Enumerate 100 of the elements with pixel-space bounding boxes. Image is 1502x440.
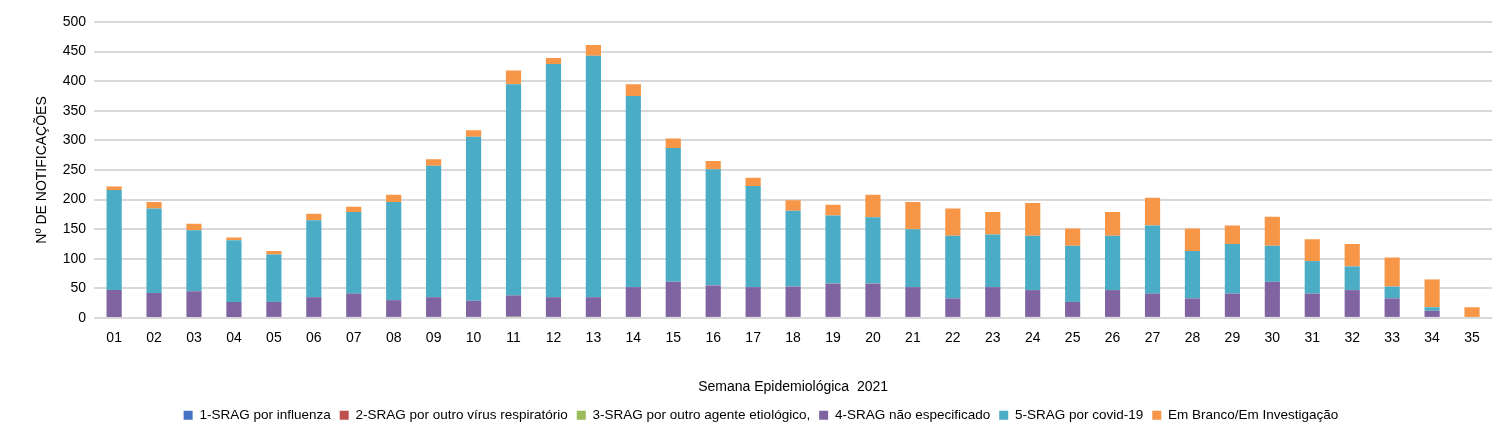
bar (705, 285, 721, 317)
bar (905, 287, 921, 317)
bar (186, 223, 202, 231)
bar (1424, 279, 1440, 308)
bar (386, 300, 402, 317)
bar (106, 190, 122, 291)
bar (465, 130, 482, 137)
x-tick-label: 19 (825, 329, 842, 346)
bar (905, 201, 921, 230)
bar (825, 283, 841, 317)
x-tick-label: 35 (1464, 329, 1481, 346)
x-tick-label: 31 (1304, 329, 1321, 346)
x-tick-label: 06 (306, 329, 322, 346)
x-tick-label: 22 (945, 329, 961, 346)
x-tick-label: 11 (506, 329, 521, 346)
bar (505, 70, 522, 85)
bar (186, 291, 202, 317)
bar (106, 290, 122, 317)
x-tick-label: 18 (785, 329, 802, 346)
bar (1224, 243, 1240, 294)
x-tick-label: 16 (705, 329, 722, 346)
legend-label: 1-SRAG por influenza (199, 406, 332, 422)
x-tick-label: 28 (1184, 329, 1201, 346)
bar (1264, 281, 1280, 317)
bar (1344, 243, 1360, 267)
x-tick-label: 25 (1064, 329, 1081, 346)
bar (1384, 298, 1400, 317)
bar (1464, 307, 1480, 317)
bar (1224, 225, 1240, 244)
bar (1025, 203, 1041, 236)
x-tick-label: 08 (385, 329, 402, 346)
x-tick-label: 34 (1424, 329, 1441, 346)
bar (1224, 293, 1240, 317)
bar (306, 220, 322, 298)
bar (1344, 290, 1360, 317)
bar (825, 215, 841, 284)
bar (146, 293, 162, 317)
bar (945, 208, 961, 236)
bar (146, 208, 162, 294)
bar (785, 200, 801, 211)
y-tick-label: 300 (62, 131, 87, 148)
bar (665, 148, 681, 282)
x-tick-label: 01 (106, 329, 123, 346)
bar (545, 64, 562, 298)
legend-label: 5-SRAG por covid-19 (1014, 406, 1144, 422)
y-tick-label: 500 (62, 12, 87, 29)
bar (1304, 261, 1320, 294)
bar (985, 211, 1001, 235)
bar (1105, 290, 1121, 317)
y-tick-label: 350 (62, 101, 87, 118)
bar (1105, 235, 1121, 291)
bar (745, 177, 761, 186)
bar (705, 161, 721, 170)
x-tick-label: 10 (465, 329, 482, 346)
bar (1105, 211, 1121, 236)
bar (1424, 310, 1440, 317)
bar (665, 138, 681, 149)
y-tick-label: 150 (62, 219, 87, 236)
bar (226, 301, 242, 317)
x-tick-label: 15 (665, 329, 682, 346)
x-tick-label: 04 (226, 329, 242, 346)
x-tick-label: 12 (545, 329, 562, 346)
bar (585, 55, 601, 298)
bar (1184, 251, 1201, 299)
bar (426, 165, 442, 298)
bar (186, 230, 202, 292)
x-tick-label: 21 (905, 329, 921, 346)
bar (1144, 225, 1161, 294)
bar (865, 217, 881, 284)
y-tick-label: 50 (70, 279, 87, 296)
bar (1065, 245, 1081, 302)
bar (625, 95, 641, 288)
bar (945, 235, 961, 299)
bar (985, 287, 1001, 317)
bar (1264, 245, 1280, 282)
x-tick-label: 07 (345, 329, 362, 346)
bar (386, 194, 402, 202)
bar (266, 251, 282, 255)
bar (226, 240, 242, 302)
x-tick-label: 29 (1224, 329, 1241, 346)
bar (1025, 235, 1041, 291)
x-tick-label: 24 (1024, 329, 1041, 346)
bar (426, 297, 442, 317)
bar (1184, 298, 1201, 317)
bar (1424, 307, 1440, 311)
bar (426, 159, 442, 166)
bar (585, 45, 601, 56)
bar (985, 234, 1001, 288)
bar (505, 295, 522, 317)
x-tick-label: 17 (745, 329, 762, 346)
x-tick-label: 20 (865, 329, 881, 346)
bar (905, 229, 921, 288)
bar (1384, 257, 1400, 287)
legend-label: 4-SRAG não especificado (834, 406, 991, 422)
x-tick-label: 05 (266, 329, 282, 346)
x-axis-title: Semana Epidemiológica 2021 (698, 377, 889, 394)
bar (745, 287, 761, 317)
bar (1384, 286, 1400, 299)
legend-label: 3-SRAG por outro agente etiológico, (592, 406, 811, 422)
y-tick-label: 250 (62, 160, 87, 177)
